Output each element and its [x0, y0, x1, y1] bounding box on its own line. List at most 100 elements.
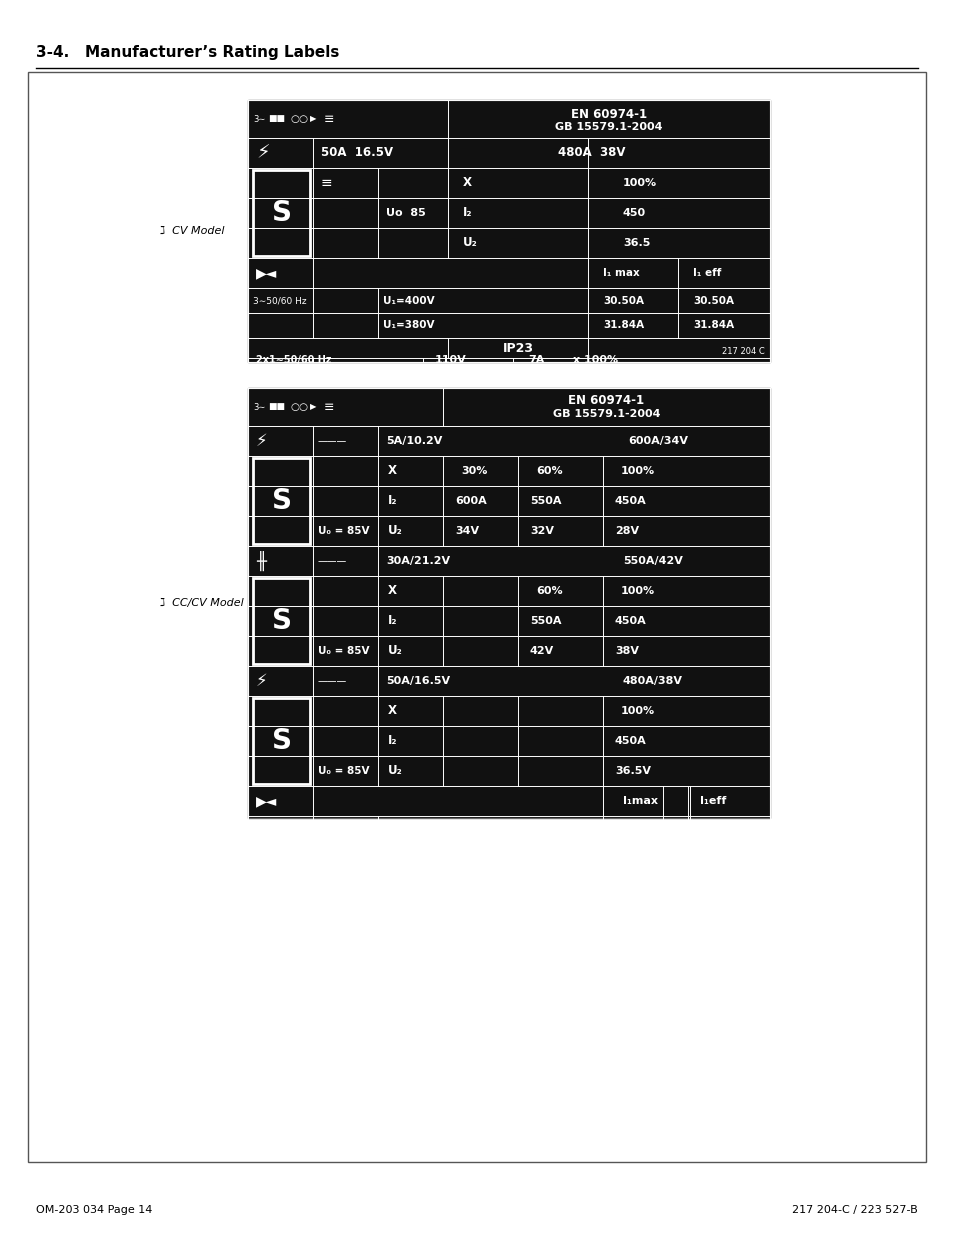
Text: X 100%: X 100% — [460, 916, 507, 926]
Text: 30%: 30% — [460, 466, 487, 475]
Text: U₁ =380V: U₁ =380V — [382, 856, 441, 866]
Text: S: S — [272, 606, 292, 635]
Text: 33.27A: 33.27A — [700, 856, 742, 866]
Text: 2x1∼50/60 Hz: 2x1∼50/60 Hz — [253, 916, 334, 926]
Text: 450A: 450A — [615, 496, 646, 506]
Text: ▶: ▶ — [310, 115, 316, 124]
Text: I₂: I₂ — [388, 494, 397, 508]
Text: 450A: 450A — [615, 616, 646, 626]
Bar — [253, 458, 310, 543]
Text: 100%: 100% — [620, 466, 655, 475]
Text: 36.5: 36.5 — [622, 238, 650, 248]
Text: GB 15579.1-2004: GB 15579.1-2004 — [552, 409, 659, 419]
Text: ▶◄: ▶◄ — [255, 794, 277, 808]
Text: X: X — [388, 584, 396, 598]
Text: ≡: ≡ — [324, 112, 335, 126]
Text: ■■: ■■ — [268, 403, 285, 411]
Text: 31.84A: 31.84A — [692, 321, 734, 331]
Text: 450: 450 — [622, 207, 645, 219]
Text: 36.5V: 36.5V — [615, 766, 650, 776]
Text: ╫: ╫ — [255, 551, 266, 571]
Text: 30A/21.2V: 30A/21.2V — [386, 556, 450, 566]
Text: ———: ——— — [317, 676, 347, 685]
Bar — [253, 698, 310, 784]
Text: I₂: I₂ — [388, 735, 397, 747]
Text: 450A: 450A — [615, 736, 646, 746]
Text: 217 204-C / 223 527-B: 217 204-C / 223 527-B — [791, 1205, 917, 1215]
Text: 550A: 550A — [530, 496, 561, 506]
Text: 32V: 32V — [530, 526, 554, 536]
Text: 550A: 550A — [530, 616, 561, 626]
Text: GB 15579.1-2004: GB 15579.1-2004 — [555, 122, 662, 132]
Text: S: S — [272, 727, 292, 755]
Text: ≡: ≡ — [320, 177, 333, 190]
Text: I₂: I₂ — [462, 206, 472, 220]
Text: 31.84A: 31.84A — [602, 321, 643, 331]
Text: ■■: ■■ — [268, 115, 285, 124]
Text: 5A/10.2V: 5A/10.2V — [386, 436, 442, 446]
Text: EN 60974-1: EN 60974-1 — [570, 107, 646, 121]
Bar — [28, 72, 925, 1162]
Text: ≡: ≡ — [324, 400, 335, 414]
Text: Uo  85: Uo 85 — [386, 207, 425, 219]
Text: ℷ  CC/CV Model: ℷ CC/CV Model — [160, 598, 244, 608]
Bar — [253, 170, 310, 256]
Text: ℷ  CV Model: ℷ CV Model — [160, 226, 224, 236]
Text: 41,50A: 41,50A — [615, 826, 659, 836]
Text: U₂: U₂ — [462, 236, 477, 249]
Text: ▶: ▶ — [310, 403, 316, 411]
Text: 50A  16.5V: 50A 16.5V — [320, 147, 393, 159]
Text: U₁=400V: U₁=400V — [382, 295, 435, 305]
Text: 600A/34V: 600A/34V — [627, 436, 687, 446]
Text: X: X — [388, 704, 396, 718]
Text: I₂: I₂ — [388, 615, 397, 627]
Text: 28V: 28V — [615, 526, 639, 536]
Text: 34V: 34V — [455, 526, 478, 536]
Text: 550A/42V: 550A/42V — [622, 556, 682, 566]
Text: 110V: 110V — [435, 354, 466, 366]
Text: x 100%: x 100% — [573, 354, 618, 366]
Text: 3∼ 50/60 Hz: 3∼ 50/60 Hz — [253, 826, 314, 836]
Text: 100%: 100% — [620, 585, 655, 597]
Bar — [248, 100, 769, 362]
Text: ⚡: ⚡ — [255, 143, 270, 163]
Text: 480A  38V: 480A 38V — [558, 147, 625, 159]
Text: 600A: 600A — [455, 496, 486, 506]
Text: U₂: U₂ — [388, 525, 402, 537]
Text: 42V: 42V — [530, 646, 554, 656]
Text: U₂: U₂ — [388, 764, 402, 778]
Text: 3∼50/60 Hz: 3∼50/60 Hz — [253, 296, 306, 305]
Text: I₁eff: I₁eff — [700, 797, 725, 806]
Text: 50A/16.5V: 50A/16.5V — [386, 676, 450, 685]
Text: ———: ——— — [317, 556, 347, 566]
Text: IP23: IP23 — [502, 342, 533, 354]
Text: 100%: 100% — [620, 706, 655, 716]
Text: 7A: 7A — [397, 916, 414, 926]
Text: 3∼: 3∼ — [253, 115, 265, 124]
Text: U₀ = 85V: U₀ = 85V — [317, 766, 369, 776]
Text: IP23: IP23 — [255, 884, 287, 898]
Text: 30.50A: 30.50A — [602, 295, 643, 305]
Text: U₁ =400V: U₁ =400V — [382, 826, 441, 836]
Text: OM-203 034 Page 14: OM-203 034 Page 14 — [36, 1205, 152, 1215]
Text: 480A/38V: 480A/38V — [622, 676, 682, 685]
Text: 42.95A: 42.95A — [615, 856, 659, 866]
Text: ———: ——— — [317, 436, 347, 446]
Text: ⚡: ⚡ — [255, 672, 268, 690]
Text: 217 204 C: 217 204 C — [721, 347, 764, 356]
Text: X: X — [388, 464, 396, 478]
Text: I₁ eff: I₁ eff — [692, 268, 720, 278]
Text: ○○: ○○ — [290, 403, 308, 412]
Text: ○○: ○○ — [290, 114, 308, 124]
Bar — [248, 388, 769, 818]
Text: U₀ = 85V: U₀ = 85V — [317, 646, 369, 656]
Text: 100%: 100% — [622, 178, 657, 188]
Text: ▶◄: ▶◄ — [255, 266, 277, 280]
Text: 223527-B: 223527-B — [724, 923, 764, 932]
Text: U₀ = 85V: U₀ = 85V — [317, 526, 369, 536]
Text: I₁max: I₁max — [622, 797, 658, 806]
Bar — [253, 578, 310, 664]
Text: 110V: 110V — [323, 916, 355, 926]
Text: S: S — [272, 199, 292, 227]
Text: 2x1∼50/60 Hz: 2x1∼50/60 Hz — [255, 354, 331, 366]
